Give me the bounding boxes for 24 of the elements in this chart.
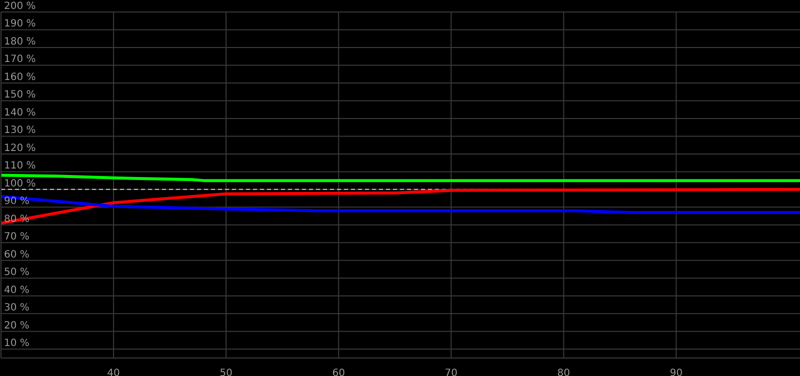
y-tick-label: 170 % [4, 54, 36, 66]
y-tick-label: 120 % [4, 142, 36, 154]
y-tick-label: 60 % [4, 249, 30, 260]
y-tick-label: 150 % [4, 90, 36, 101]
y-tick-label: 30 % [4, 302, 30, 314]
y-tick-label: 140 % [4, 107, 36, 118]
x-tick-label: 80 [557, 368, 570, 376]
y-tick-label: 180 % [4, 36, 36, 48]
y-tick-label: 100 % [4, 178, 36, 190]
x-tick-label: 50 [220, 368, 232, 376]
y-tick-label: 40 % [4, 284, 30, 296]
y-tick-label: 200 % [4, 1, 36, 12]
y-tick-label: 70 % [4, 232, 30, 243]
y-tick-label: 130 % [4, 125, 36, 136]
y-tick-label: 50 % [4, 267, 30, 278]
y-tick-label: 110 % [4, 160, 36, 172]
y-tick-label: 10 % [4, 338, 30, 350]
y-tick-label: 190 % [4, 18, 36, 30]
y-tick-label: 160 % [4, 72, 36, 83]
y-tick-label: 20 % [4, 320, 30, 332]
x-tick-label: 90 [670, 368, 683, 376]
x-tick-label: 70 [444, 368, 458, 376]
x-tick-label: 60 [332, 368, 345, 376]
x-tick-label: 40 [107, 368, 120, 376]
